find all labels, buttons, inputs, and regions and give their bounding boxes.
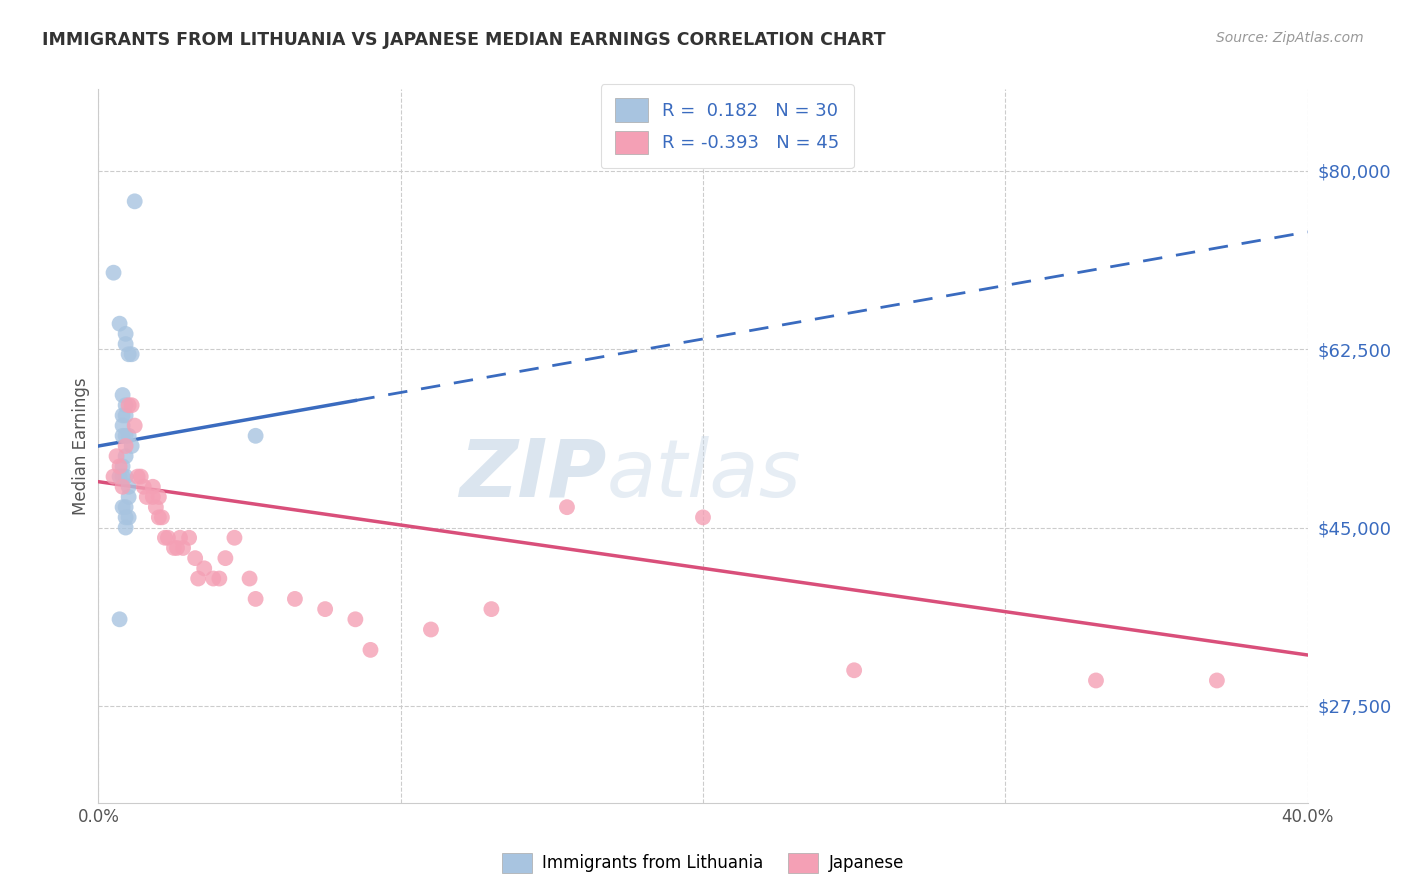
- Point: [111, 409, 134, 423]
- Point: [108, 469, 131, 483]
- Text: ZIP: ZIP: [458, 435, 606, 514]
- Point: [111, 418, 134, 433]
- Point: [121, 347, 143, 361]
- Point: [224, 531, 246, 545]
- Point: [114, 500, 136, 515]
- Point: [132, 480, 155, 494]
- Point: [284, 591, 307, 606]
- Point: [166, 541, 188, 555]
- Point: [118, 429, 141, 443]
- Point: [108, 317, 131, 331]
- Point: [121, 398, 143, 412]
- Text: atlas: atlas: [606, 435, 801, 514]
- Point: [111, 480, 134, 494]
- Point: [118, 398, 141, 412]
- Point: [118, 347, 141, 361]
- Point: [156, 531, 179, 545]
- Point: [114, 469, 136, 483]
- Point: [114, 337, 136, 351]
- Point: [105, 449, 128, 463]
- Point: [118, 490, 141, 504]
- Point: [245, 429, 267, 443]
- Point: [163, 541, 186, 555]
- Point: [111, 459, 134, 474]
- Point: [1085, 673, 1108, 688]
- Point: [124, 418, 146, 433]
- Point: [118, 480, 141, 494]
- Point: [114, 520, 136, 534]
- Point: [135, 490, 157, 504]
- Point: [314, 602, 336, 616]
- Point: [172, 541, 194, 555]
- Point: [214, 551, 236, 566]
- Point: [481, 602, 503, 616]
- Text: Source: ZipAtlas.com: Source: ZipAtlas.com: [1216, 31, 1364, 45]
- Point: [111, 469, 134, 483]
- Point: [360, 643, 382, 657]
- Point: [127, 469, 149, 483]
- Point: [692, 510, 714, 524]
- Point: [202, 572, 225, 586]
- Point: [118, 510, 141, 524]
- Point: [184, 551, 207, 566]
- Point: [1206, 673, 1229, 688]
- Point: [153, 531, 176, 545]
- Point: [148, 510, 170, 524]
- Point: [169, 531, 191, 545]
- Point: [121, 439, 143, 453]
- Point: [844, 663, 866, 677]
- Point: [111, 500, 134, 515]
- Point: [142, 480, 165, 494]
- Legend: R =  0.182   N = 30, R = -0.393   N = 45: R = 0.182 N = 30, R = -0.393 N = 45: [600, 84, 853, 169]
- Point: [114, 449, 136, 463]
- Point: [245, 591, 267, 606]
- Point: [420, 623, 443, 637]
- Point: [148, 490, 170, 504]
- Point: [111, 388, 134, 402]
- Y-axis label: Median Earnings: Median Earnings: [72, 377, 90, 515]
- Point: [103, 469, 125, 483]
- Point: [129, 469, 152, 483]
- Point: [111, 429, 134, 443]
- Point: [114, 409, 136, 423]
- Point: [142, 490, 165, 504]
- Point: [103, 266, 125, 280]
- Point: [145, 500, 167, 515]
- Point: [208, 572, 231, 586]
- Point: [114, 510, 136, 524]
- Point: [193, 561, 215, 575]
- Point: [114, 429, 136, 443]
- Point: [150, 510, 173, 524]
- Point: [187, 572, 209, 586]
- Point: [344, 612, 367, 626]
- Point: [179, 531, 201, 545]
- Point: [114, 326, 136, 341]
- Legend: Immigrants from Lithuania, Japanese: Immigrants from Lithuania, Japanese: [495, 847, 911, 880]
- Point: [124, 194, 146, 209]
- Point: [239, 572, 262, 586]
- Point: [108, 459, 131, 474]
- Point: [114, 439, 136, 453]
- Text: IMMIGRANTS FROM LITHUANIA VS JAPANESE MEDIAN EARNINGS CORRELATION CHART: IMMIGRANTS FROM LITHUANIA VS JAPANESE ME…: [42, 31, 886, 49]
- Point: [114, 398, 136, 412]
- Point: [108, 612, 131, 626]
- Point: [555, 500, 578, 515]
